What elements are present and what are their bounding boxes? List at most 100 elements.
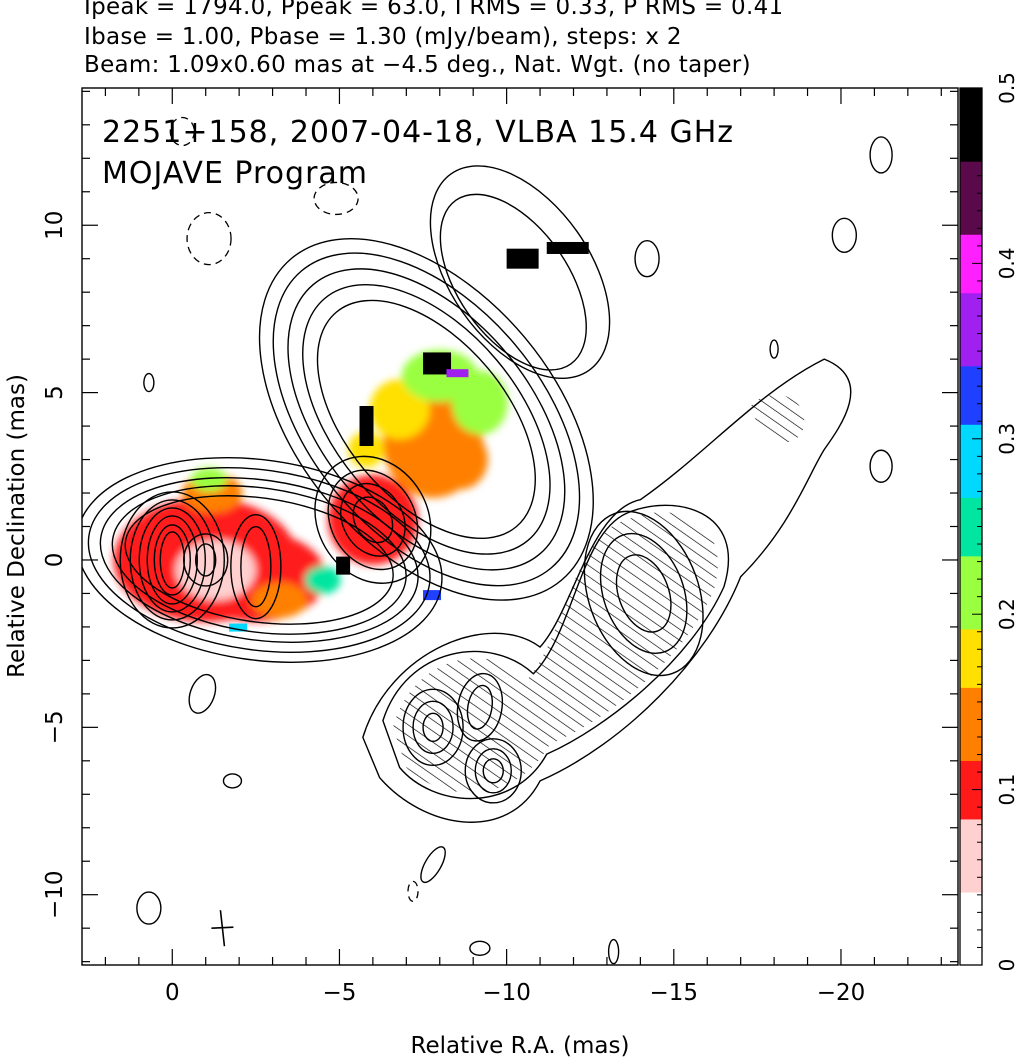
southern-inner-contour bbox=[382, 504, 730, 800]
mid-jet-contour-4 bbox=[258, 237, 594, 601]
colorbar-step bbox=[960, 774, 982, 791]
colorbar-step bbox=[960, 365, 982, 381]
southern-b-contour-2 bbox=[464, 738, 522, 804]
negative-contours bbox=[169, 116, 419, 903]
noise-contour-8 bbox=[769, 339, 779, 359]
southern-c-contour-1 bbox=[456, 672, 504, 742]
core-contour-4 bbox=[129, 499, 215, 621]
colorbar-step bbox=[960, 687, 982, 703]
colorbar-step bbox=[960, 818, 982, 835]
core-contour-2 bbox=[146, 515, 198, 605]
colorbar-step bbox=[960, 88, 982, 104]
colorbar-step bbox=[960, 848, 982, 864]
negative-contour-2 bbox=[313, 181, 359, 216]
southern-a-contour-2 bbox=[402, 688, 464, 767]
noise-contour-2 bbox=[136, 891, 162, 925]
colorbar-step bbox=[960, 175, 982, 191]
colorbar-step bbox=[960, 541, 982, 557]
noise-contour-11 bbox=[607, 938, 620, 965]
noise-contour-9 bbox=[869, 449, 893, 483]
colorbar-label: 0.3 bbox=[995, 423, 1019, 455]
colorbar-step bbox=[960, 468, 982, 484]
x-tick-label: 0 bbox=[165, 980, 180, 1006]
noise-contour-10 bbox=[469, 940, 491, 956]
far-jet-contour-1 bbox=[429, 165, 611, 379]
colorbar-label: 0.2 bbox=[995, 598, 1019, 630]
colorbar-step bbox=[960, 380, 982, 396]
header-line-1: Ipeak = 1794.0, Ppeak = 63.0, I RMS = 0.… bbox=[84, 0, 784, 20]
knot-c2-contour-1 bbox=[230, 513, 282, 620]
mid-jet-contour-0 bbox=[316, 299, 536, 540]
colorbar-step bbox=[960, 482, 982, 498]
southern-a-contour-1 bbox=[412, 700, 454, 755]
pol-region-orange bbox=[431, 429, 488, 490]
colorbar-step bbox=[960, 497, 982, 513]
colorbar-step bbox=[960, 117, 982, 133]
mid-jet-contour-1 bbox=[302, 283, 551, 555]
colorbar-step bbox=[960, 584, 982, 601]
colorbar-step bbox=[960, 950, 982, 966]
noise-contour-3 bbox=[420, 846, 446, 884]
colorbar-step bbox=[960, 570, 982, 586]
colorbar-step bbox=[960, 351, 982, 367]
colorbar-step bbox=[960, 234, 982, 250]
colorbar-step bbox=[960, 526, 982, 542]
colorbar-label: 0.1 bbox=[995, 774, 1019, 806]
total-intensity-contours bbox=[82, 136, 893, 965]
pol-region-south-edge bbox=[251, 582, 308, 619]
colorbar-step bbox=[960, 292, 982, 308]
pol-region-cyan bbox=[304, 566, 341, 595]
y-tick-label: −10 bbox=[42, 870, 68, 919]
southern-a-contour-0 bbox=[422, 712, 444, 743]
colorbar-step bbox=[960, 307, 982, 323]
noise-contour-0 bbox=[188, 673, 217, 714]
pol-blank-patch-1 bbox=[423, 352, 452, 375]
pol-blank-patch-4 bbox=[546, 241, 589, 254]
colorbar-label: 0 bbox=[995, 959, 1019, 972]
colorbar-step bbox=[960, 906, 982, 922]
colorbar-label: 0.4 bbox=[995, 247, 1019, 279]
southern-outer-contour bbox=[362, 358, 852, 823]
knot-c1-contour-0 bbox=[195, 543, 217, 577]
y-tick-label: 5 bbox=[42, 385, 68, 400]
colorbar: 0 0.1 0.2 0.3 0.4 0.5 bbox=[959, 72, 1019, 972]
axes-frame: 0 −5 −10 −15 −20 −10 −5 0 5 10 bbox=[42, 87, 959, 1006]
x-tick-label: −5 bbox=[322, 980, 356, 1006]
southern-d-contour-0 bbox=[615, 554, 672, 633]
colorbar-step bbox=[960, 394, 982, 411]
colorbar-step bbox=[960, 628, 982, 645]
colorbar-step bbox=[960, 716, 982, 732]
southern-b-contour-1 bbox=[474, 748, 512, 794]
colorbar-step bbox=[960, 453, 982, 469]
x-tick-label: −20 bbox=[817, 980, 866, 1006]
southern-b-contour-0 bbox=[482, 758, 504, 784]
pol-blue-edge-2 bbox=[423, 590, 442, 601]
colorbar-step bbox=[960, 146, 982, 162]
far-jet-contour-0 bbox=[439, 193, 587, 371]
colorbar-step bbox=[960, 161, 982, 177]
colorbar-step bbox=[960, 745, 982, 761]
colorbar-step bbox=[960, 248, 982, 264]
negative-contour-1 bbox=[186, 211, 232, 266]
knot-c2-contour-0 bbox=[240, 525, 272, 608]
colorbar-step bbox=[960, 204, 982, 221]
southern-c-contour-0 bbox=[466, 684, 493, 730]
colorbar-step bbox=[960, 701, 982, 718]
y-axis-label: Relative Declination (mas) bbox=[4, 374, 30, 678]
southern-d-contour-2 bbox=[583, 510, 704, 677]
colorbar-step bbox=[960, 643, 982, 659]
colorbar-step bbox=[960, 731, 982, 747]
y-tick-label: −5 bbox=[42, 710, 68, 744]
northwest-hatched-region bbox=[750, 394, 805, 443]
colorbar-step bbox=[960, 833, 982, 849]
noise-contour-5 bbox=[869, 136, 893, 174]
negative-contour-0 bbox=[169, 116, 195, 147]
pol-blue-edge bbox=[229, 623, 248, 632]
pol-blank-patch-3 bbox=[506, 248, 539, 269]
colorbar-step bbox=[960, 599, 982, 615]
pol-blank-patch-2 bbox=[359, 405, 374, 446]
colorbar-step bbox=[960, 935, 982, 951]
colorbar-step bbox=[960, 921, 982, 937]
y-tick-label: 10 bbox=[42, 211, 68, 240]
